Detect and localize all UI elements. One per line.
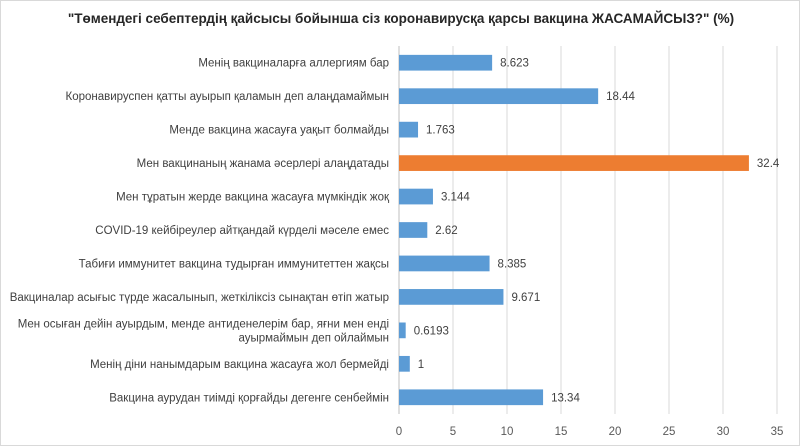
- category-label-line: Мен осыған дейін ауырдым, менде антидене…: [18, 318, 389, 330]
- bar: [399, 355, 410, 372]
- x-tick-label: 20: [609, 426, 622, 438]
- bar: [399, 289, 504, 305]
- data-label: 9.671: [511, 292, 540, 304]
- bar: [399, 155, 749, 171]
- data-label: 8.385: [498, 258, 527, 270]
- category-label-line: Мен тұратын жерде вакцина жасауға мүмкін…: [116, 192, 390, 204]
- category-label: Мен тұратын жерде вакцина жасауға мүмкін…: [116, 192, 390, 204]
- x-tick-label: 15: [555, 426, 568, 438]
- bar: [399, 121, 419, 138]
- category-label-line: COVID-19 кейбіреулер айтқандай күрделі м…: [95, 225, 389, 237]
- category-label: COVID-19 кейбіреулер айтқандай күрделі м…: [95, 225, 389, 237]
- data-label: 3.144: [441, 192, 470, 204]
- category-label: Менің діни нанымдарым вакцина жасауға жо…: [90, 359, 389, 371]
- bar: [399, 54, 493, 71]
- bar: [399, 322, 406, 339]
- category-label-line: Коронавируспен қатты ауырып қаламын деп …: [66, 91, 390, 103]
- data-label: 2.62: [435, 225, 457, 237]
- category-label-line: Менде вакцина жасауға уақыт болмайды: [169, 125, 389, 137]
- x-tick-label: 0: [396, 426, 402, 438]
- category-label-line: Менің вакциналарға аллергиям бар: [198, 58, 389, 70]
- chart-title: "Төмендегі себептердің қайсысы бойынша с…: [67, 11, 735, 26]
- category-label: Вакциналар асығыс түрде жасалынып, жеткі…: [10, 292, 389, 304]
- data-label: 0.6193: [414, 325, 449, 337]
- bar: [399, 88, 599, 105]
- x-tick-label: 30: [717, 426, 730, 438]
- x-tick-label: 10: [501, 426, 514, 438]
- category-label-line: ауырмаймын деп ойлаймын: [238, 332, 389, 344]
- bar: [399, 389, 544, 406]
- category-label: Менде вакцина жасауға уақыт болмайды: [169, 125, 389, 137]
- category-label-line: Вакцина аурудан тиімді қорғайды дегенге …: [109, 392, 389, 404]
- bar: [399, 188, 433, 205]
- data-label: 1.763: [426, 125, 455, 137]
- category-label: Менің вакциналарға аллергиям бар: [198, 58, 389, 70]
- bar: [399, 222, 428, 238]
- category-label-line: Менің діни нанымдарым вакцина жасауға жо…: [90, 359, 389, 371]
- category-label-line: Вакциналар асығыс түрде жасалынып, жеткі…: [10, 292, 389, 304]
- data-label: 8.623: [500, 58, 529, 70]
- x-tick-label: 25: [663, 426, 676, 438]
- category-label: Мен вакцинаның жанама әсерлері алаңдатад…: [137, 158, 389, 170]
- category-label-line: Мен вакцинаның жанама әсерлері алаңдатад…: [137, 158, 389, 170]
- category-label-line: Табиғи иммунитет вакцина тудырған иммуни…: [79, 258, 389, 270]
- x-tick-label: 5: [450, 426, 456, 438]
- data-label: 32.4: [757, 158, 780, 170]
- category-label: Табиғи иммунитет вакцина тудырған иммуни…: [79, 258, 389, 270]
- bar: [399, 255, 490, 272]
- data-label: 1: [418, 359, 424, 371]
- x-tick-label: 35: [771, 426, 784, 438]
- category-label: Коронавируспен қатты ауырып қаламын деп …: [66, 91, 390, 103]
- data-label: 13.34: [551, 392, 580, 404]
- category-label: Мен осыған дейін ауырдым, менде антидене…: [18, 318, 389, 344]
- category-label: Вакцина аурудан тиімді қорғайды дегенге …: [109, 392, 389, 404]
- data-label: 18.44: [606, 91, 635, 103]
